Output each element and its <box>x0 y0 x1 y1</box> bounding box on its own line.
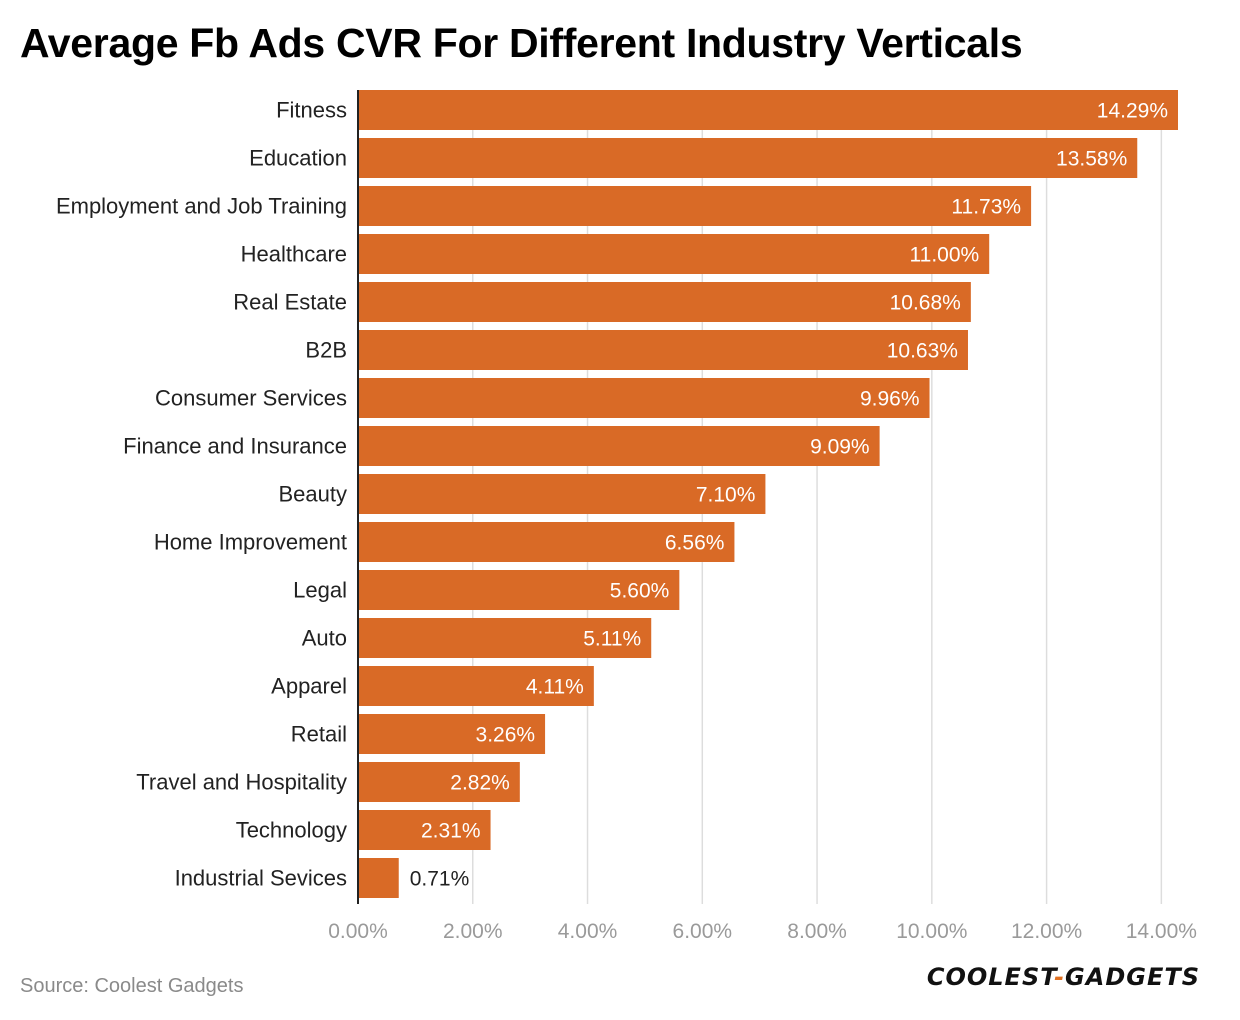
logo-right: GADGETS <box>1065 963 1200 991</box>
bar <box>358 90 1178 130</box>
category-label: Employment and Job Training <box>56 194 347 219</box>
value-label: 10.68% <box>890 292 961 315</box>
x-tick-label: 2.00% <box>443 920 503 943</box>
value-label: 5.11% <box>583 628 641 651</box>
bar <box>358 666 594 706</box>
bar <box>358 330 968 370</box>
logo-left: COOLEST <box>926 963 1055 991</box>
chart-title: Average Fb Ads CVR For Different Industr… <box>20 20 1023 66</box>
value-label: 10.63% <box>887 340 958 363</box>
category-label: Real Estate <box>233 290 347 315</box>
category-label: Travel and Hospitality <box>136 770 347 795</box>
bar <box>358 138 1138 178</box>
brand-logo: COOLEST-GADGETS <box>927 963 1200 991</box>
category-label: Auto <box>302 626 347 651</box>
category-label: Apparel <box>271 674 347 699</box>
bar <box>358 714 546 754</box>
x-tick-label: 14.00% <box>1126 920 1197 943</box>
logo-separator: - <box>1054 963 1066 991</box>
value-label: 13.58% <box>1056 148 1127 171</box>
bar <box>358 234 990 274</box>
value-label: 7.10% <box>696 484 756 507</box>
bar <box>358 282 971 322</box>
category-label: B2B <box>305 338 347 363</box>
bar <box>358 858 399 898</box>
x-tick-label: 12.00% <box>1011 920 1082 943</box>
category-label: Education <box>249 146 347 171</box>
bar <box>358 186 1032 226</box>
value-label: 11.73% <box>951 196 1021 219</box>
value-label: 2.82% <box>450 772 510 795</box>
value-label: 4.11% <box>526 676 584 699</box>
value-label: 6.56% <box>665 532 725 555</box>
value-label: 9.09% <box>810 436 870 459</box>
bar <box>358 618 652 658</box>
value-label: 9.96% <box>860 388 920 411</box>
bar <box>358 810 491 850</box>
bar <box>358 426 880 466</box>
category-label: Finance and Insurance <box>123 434 347 459</box>
bar <box>358 378 930 418</box>
category-label: Retail <box>291 722 347 747</box>
value-label: 5.60% <box>610 580 670 603</box>
category-label: Beauty <box>279 482 348 507</box>
category-label: Home Improvement <box>154 530 347 555</box>
source-note: Source: Coolest Gadgets <box>20 975 244 997</box>
category-label: Fitness <box>276 98 347 123</box>
category-label: Legal <box>293 578 347 603</box>
bar <box>358 474 766 514</box>
x-tick-label: 10.00% <box>896 920 967 943</box>
value-label: 0.71% <box>410 868 470 891</box>
bar <box>358 522 735 562</box>
value-label: 2.31% <box>421 820 481 843</box>
bar <box>358 762 520 802</box>
category-label: Consumer Services <box>155 386 347 411</box>
value-label: 14.29% <box>1097 100 1168 123</box>
category-label: Healthcare <box>241 242 347 267</box>
x-tick-label: 8.00% <box>787 920 847 943</box>
x-tick-label: 4.00% <box>558 920 618 943</box>
bar <box>358 570 680 610</box>
value-label: 11.00% <box>910 244 980 267</box>
x-tick-label: 0.00% <box>328 920 388 943</box>
category-label: Industrial Sevices <box>175 866 347 891</box>
category-label: Technology <box>236 818 347 843</box>
x-tick-label: 6.00% <box>673 920 733 943</box>
value-label: 3.26% <box>476 724 536 747</box>
